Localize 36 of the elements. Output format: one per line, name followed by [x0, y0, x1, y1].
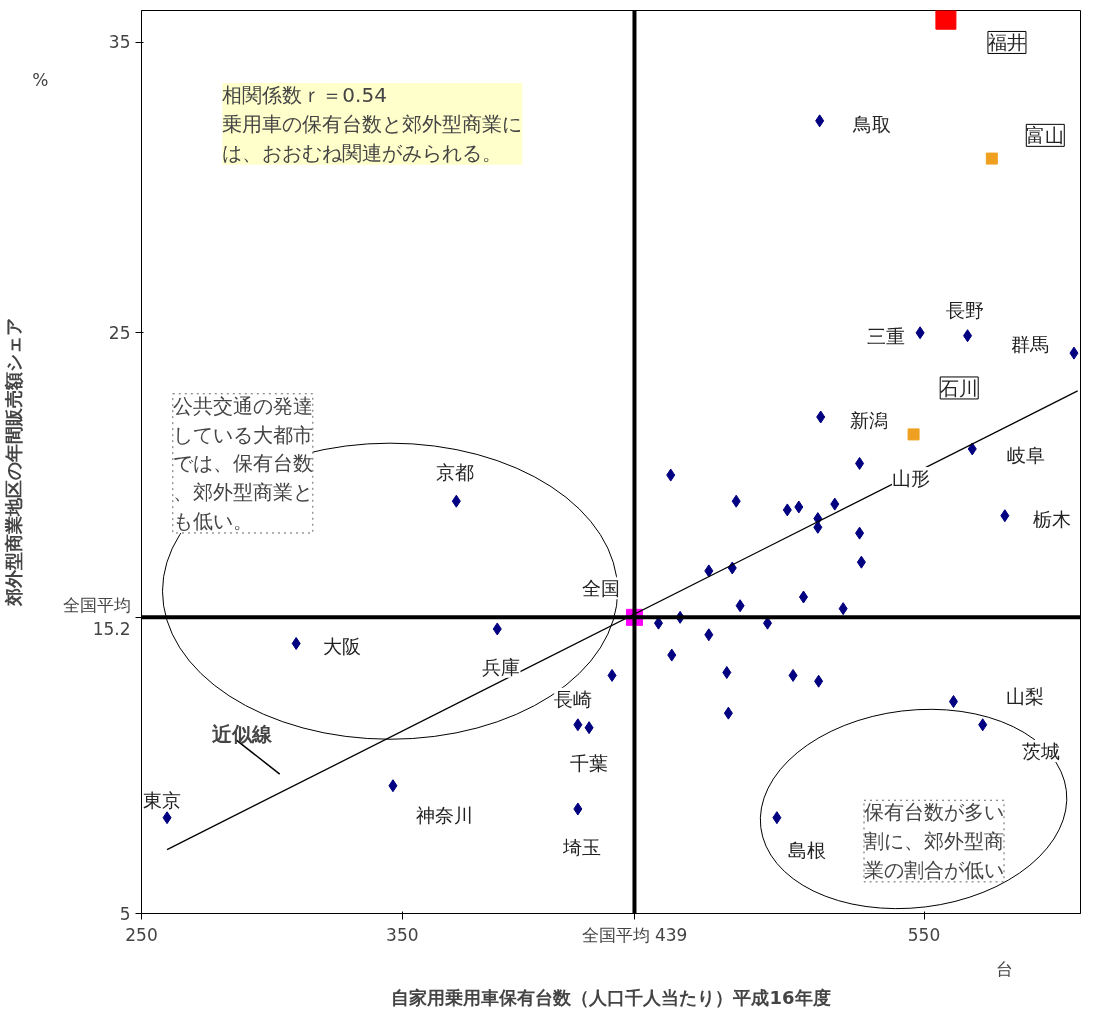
annotation: 埼玉	[562, 835, 602, 858]
annotation: 栃木	[1032, 507, 1071, 530]
y-tick-label: 25	[108, 322, 131, 343]
x-tick-label: 350	[386, 924, 419, 945]
text: 台	[996, 958, 1014, 979]
y-axis-title: 郊外型商業地区の年間販売額シェア	[3, 318, 25, 607]
annotation: 全国	[581, 577, 620, 600]
annotation: 岐阜	[1006, 443, 1045, 466]
y-tick-label: 5	[119, 903, 131, 924]
annotation: 相関係数ｒ＝0.54 乗用車の保有台数と郊外型商業には、おおむね関連がみられる。	[222, 83, 523, 165]
annotation: 三重	[867, 324, 906, 347]
annotation: 茨城	[1022, 739, 1061, 762]
y-tick-label: 35	[108, 32, 131, 53]
annotation: 長崎	[554, 687, 593, 710]
annotation: 群馬	[1011, 333, 1050, 356]
annotation: 山梨	[1005, 684, 1044, 707]
ref-line-label: 全国平均 15.2	[62, 595, 131, 640]
x-axis-title: 自家用乗用車保有台数（人口千人当たり）平成16年度	[391, 986, 831, 1008]
text: %	[32, 70, 49, 91]
ref-line-label: 全国平均 439	[581, 924, 688, 945]
annotation: 新潟	[850, 408, 889, 431]
annotation: 保有台数が多い割に、郊外型商業の割合が低い	[864, 800, 1005, 882]
annotation: 島根	[787, 838, 826, 861]
annotation: 東京	[143, 789, 182, 812]
annotation: 大阪	[323, 635, 362, 658]
annotation: 公共交通の発達している大都市では、保有台数、郊外型商業とも低い。	[172, 393, 313, 533]
annotation: 神奈川	[415, 803, 473, 826]
annotation: 兵庫	[482, 655, 521, 678]
annotation: 京都	[435, 461, 474, 484]
annotation: 近似線	[210, 721, 273, 746]
annotation: 長野	[945, 298, 984, 321]
annotation: 鳥取	[851, 112, 891, 135]
x-tick-label: 550	[907, 924, 941, 945]
x-tick-label: 250	[125, 924, 158, 945]
annotation: 山形	[891, 466, 930, 489]
annotation: 千葉	[570, 751, 609, 774]
